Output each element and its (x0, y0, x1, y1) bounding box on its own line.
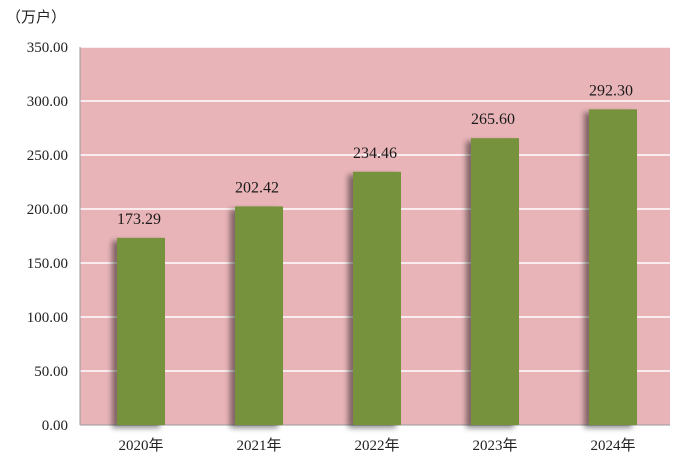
bars (117, 109, 637, 426)
x-tick-label: 2021年 (236, 437, 281, 454)
y-tick-label: 350.00 (27, 40, 68, 56)
x-axis-ticks: 2020年 2021年 2022年 2023年 2024年 (118, 437, 635, 454)
y-tick-label: 250.00 (27, 148, 68, 164)
data-label: 292.30 (589, 82, 633, 99)
x-tick-label: 2022年 (354, 437, 399, 454)
bar (117, 237, 165, 425)
data-label: 234.46 (353, 145, 397, 162)
data-label: 173.29 (117, 211, 161, 228)
bar (353, 171, 401, 425)
y-axis-unit-label: （万户） (6, 9, 66, 26)
x-tick-label: 2023年 (472, 437, 517, 454)
y-tick-label: 150.00 (27, 256, 68, 272)
bar (235, 206, 283, 425)
y-tick-label: 50.00 (34, 364, 68, 380)
x-tick-label: 2020年 (118, 437, 163, 454)
x-tick-label: 2024年 (590, 437, 635, 454)
bar (589, 109, 637, 425)
data-labels: 173.29 202.42 234.46 265.60 292.30 (117, 82, 633, 228)
y-tick-label: 200.00 (27, 202, 68, 218)
y-axis-ticks: 0.00 50.00 100.00 150.00 200.00 250.00 300.00 3… (27, 40, 68, 434)
y-tick-label: 0.00 (42, 418, 68, 434)
data-label: 202.42 (235, 179, 279, 196)
y-tick-label: 100.00 (27, 310, 68, 326)
y-tick-label: 300.00 (27, 94, 68, 110)
bar (471, 138, 519, 426)
data-label: 265.60 (471, 111, 515, 128)
